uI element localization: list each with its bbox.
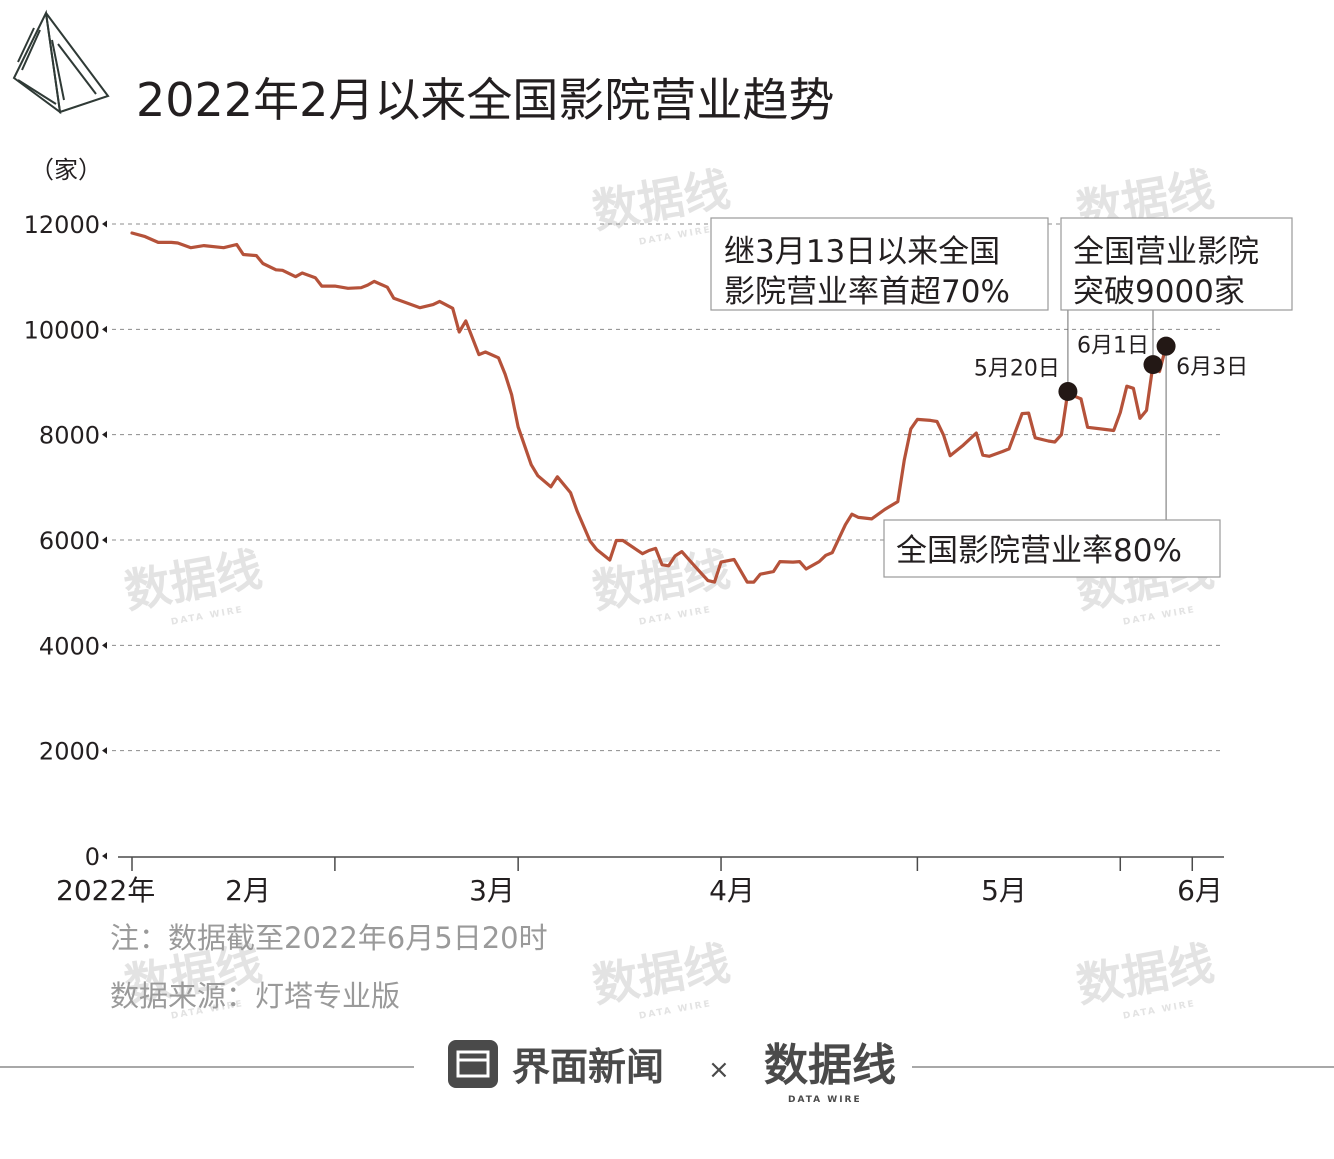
footer-brand-right-sub: DATA WIRE (788, 1095, 862, 1105)
watermark-text: 数据线 (1073, 936, 1218, 1013)
x-tick-label: 3月 (469, 874, 515, 907)
series-layer (130, 231, 1168, 584)
point-date-label: 6月3日 (1176, 355, 1248, 380)
footer-separator: × (708, 1055, 730, 1085)
footer-brand-left: 界面新闻 (512, 1045, 664, 1089)
footer-brand-right: 数据线 (764, 1040, 896, 1091)
callout-text: 影院营业率首超70% (724, 274, 1010, 310)
x-tick-label: 6月 (1177, 874, 1223, 907)
callout-text: 继3月13日以来全国 (724, 234, 1000, 270)
y-tick-marker (102, 325, 107, 333)
jiemian-logo-icon (448, 1040, 498, 1088)
callout-box (883, 519, 1221, 578)
y-tick-marker (102, 431, 107, 439)
x-axis: 2022年 2月 3月 4月 5月 6月 (56, 856, 1224, 907)
y-tick-marker (102, 747, 107, 755)
callout-box (1060, 217, 1293, 311)
zongzi-logo-icon (12, 9, 110, 115)
y-tick-marker (102, 641, 107, 649)
callout-box (710, 217, 1049, 311)
highlight-point (1143, 355, 1163, 375)
y-tick-label: 0 (85, 843, 100, 871)
callout-text: 全国营业影院 (1073, 234, 1259, 270)
series-line (130, 231, 1168, 584)
y-tick-marker (102, 536, 107, 544)
x-tick-label: 2022年 (56, 874, 155, 907)
watermark-text: 数据线 (589, 936, 734, 1013)
x-tick-label: 2月 (225, 874, 271, 907)
y-tick-label: 10000 (24, 316, 100, 344)
data-source: 数据来源：灯塔专业版 (110, 979, 400, 1013)
y-tick-label: 8000 (39, 422, 100, 450)
y-tick-label: 12000 (24, 211, 100, 239)
watermark-text: 数据线 (121, 542, 266, 619)
y-tick-label: 4000 (39, 632, 100, 660)
point-date-label: 5月20日 (974, 356, 1060, 381)
y-tick-marker (102, 852, 107, 860)
grid (112, 223, 1224, 752)
x-tick-label: 5月 (981, 874, 1027, 907)
y-tick-label: 2000 (39, 738, 100, 766)
chart-note: 注：数据截至2022年6月5日20时 (110, 921, 548, 955)
chart-title: 2022年2月以来全国影院营业趋势 (136, 73, 834, 127)
x-tick-label: 4月 (709, 874, 755, 907)
highlight-point (1156, 336, 1176, 356)
y-tick-label: 6000 (39, 527, 100, 555)
y-axis: 0 2000 4000 6000 8000 10000 12000 (24, 211, 107, 871)
y-tick-marker (102, 220, 107, 228)
point-date-label: 6月1日 (1077, 334, 1149, 359)
highlight-point (1058, 381, 1078, 401)
callout-text: 全国影院营业率80% (896, 533, 1182, 569)
callout-text: 突破9000家 (1073, 274, 1245, 310)
y-axis-unit: （家） (30, 156, 102, 184)
